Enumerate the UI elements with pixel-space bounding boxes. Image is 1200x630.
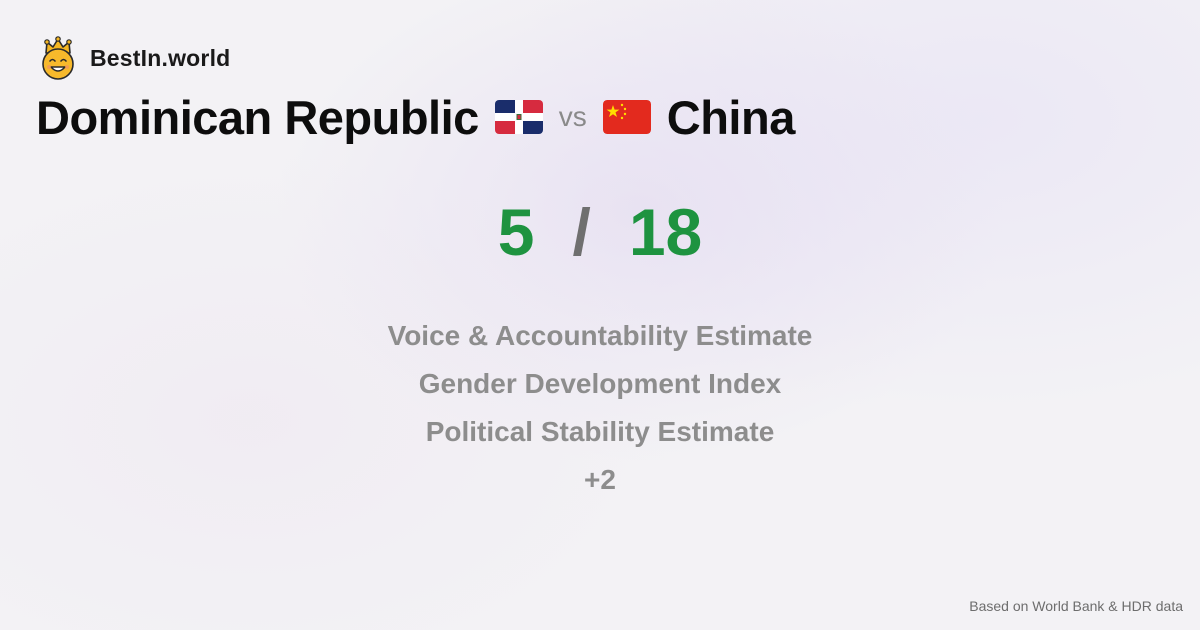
vs-label: vs [558, 101, 587, 132]
more-metrics-count: +2 [584, 464, 616, 495]
score-display: 5 / 18 [0, 192, 1200, 272]
china-flag-icon [602, 100, 651, 134]
right-score: 18 [628, 195, 703, 269]
metric-item: Gender Development Index [418, 368, 782, 399]
left-country-name: Dominican Republic [36, 90, 479, 144]
metric-item: Voice & Accountability Estimate [387, 320, 813, 351]
comparison-headline: Dominican Republic vs China [36, 88, 795, 146]
brand[interactable]: BestIn.world [38, 36, 230, 80]
brand-name: BestIn.world [90, 44, 231, 71]
right-country-name: China [666, 90, 796, 144]
metric-item: Political Stability Estimate [425, 416, 775, 447]
left-score: 5 [497, 195, 535, 269]
data-source-note: Based on World Bank & HDR data [969, 598, 1183, 614]
score-separator: / [572, 195, 591, 269]
metrics-list: Voice & Accountability Estimate Gender D… [0, 312, 1200, 504]
crowned-smiley-icon [42, 36, 74, 80]
dominican-republic-flag-icon [494, 100, 543, 134]
